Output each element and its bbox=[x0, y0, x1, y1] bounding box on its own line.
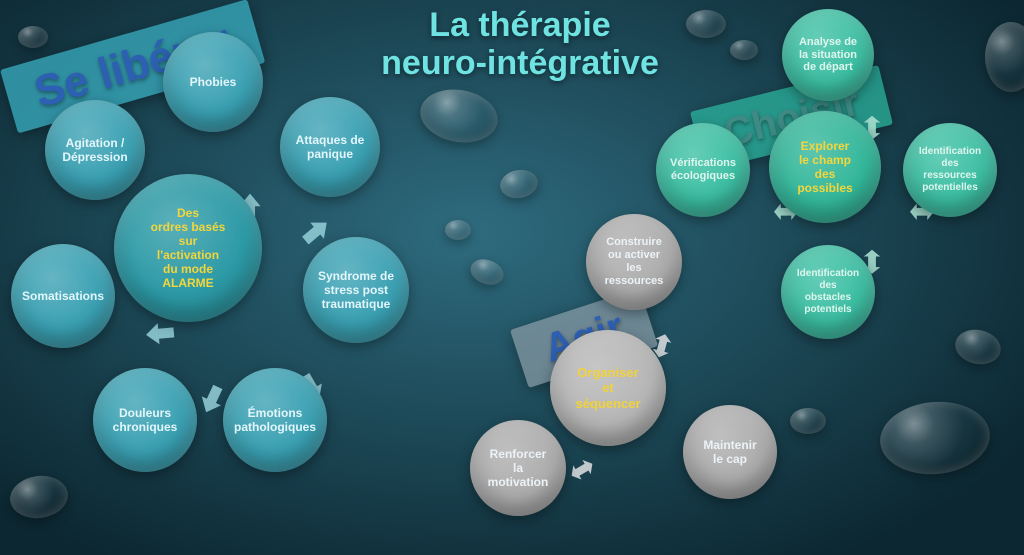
water-droplet bbox=[498, 167, 540, 201]
bubble-label: Douleurs chroniques bbox=[107, 406, 184, 434]
bubble-label: Construire ou activer les ressources bbox=[599, 236, 670, 288]
liberer-arrow bbox=[145, 320, 175, 348]
water-droplet bbox=[877, 397, 993, 478]
water-droplet bbox=[445, 220, 471, 240]
bubble-label: Phobies bbox=[184, 75, 243, 89]
bubble-liberer-center: Des ordres basés sur l'activation du mod… bbox=[114, 174, 262, 322]
bubble-label: Maintenir le cap bbox=[697, 438, 762, 466]
bubble-renforcer: Renforcer la motivation bbox=[470, 420, 566, 516]
bubble-label: Attaques de panique bbox=[290, 133, 371, 161]
agir-arrow bbox=[566, 455, 598, 486]
bubble-label: Somatisations bbox=[16, 289, 110, 303]
bubble-label: Émotions pathologiques bbox=[228, 406, 322, 434]
water-droplet bbox=[467, 255, 507, 289]
main-title: La thérapie neuro-intégrative bbox=[330, 6, 710, 82]
bubble-label: Renforcer la motivation bbox=[482, 447, 555, 489]
bubble-construire: Construire ou activer les ressources bbox=[586, 214, 682, 310]
bubble-agitation: Agitation / Dépression bbox=[45, 100, 145, 200]
bubble-agir-center: Organiser et séquencer bbox=[550, 330, 666, 446]
water-droplet bbox=[416, 84, 502, 149]
bubble-somatisations: Somatisations bbox=[11, 244, 115, 348]
water-droplet bbox=[790, 408, 826, 434]
water-droplet bbox=[7, 472, 70, 522]
bubble-label: Analyse de la situation de départ bbox=[793, 36, 863, 75]
bubble-analyse: Analyse de la situation de départ bbox=[782, 9, 874, 101]
bubble-emotions: Émotions pathologiques bbox=[223, 368, 327, 472]
bubble-choisir-center: Explorer le champ des possibles bbox=[769, 111, 881, 223]
bubble-identif-res: Identification des ressources potentiell… bbox=[903, 123, 997, 217]
bubble-stress: Syndrome de stress post traumatique bbox=[303, 237, 409, 343]
bubble-identif-obs: Identification des obstacles potentiels bbox=[781, 245, 875, 339]
diagram-stage: La thérapie neuro-intégrativeSe libérerC… bbox=[0, 0, 1024, 555]
bubble-label: Des ordres basés sur l'activation du mod… bbox=[145, 206, 232, 291]
water-droplet bbox=[985, 22, 1024, 92]
water-droplet bbox=[18, 26, 48, 48]
bubble-label: Agitation / Dépression bbox=[56, 136, 133, 164]
bubble-label: Syndrome de stress post traumatique bbox=[312, 269, 400, 311]
water-droplet bbox=[952, 326, 1004, 369]
bubble-maintenir: Maintenir le cap bbox=[683, 405, 777, 499]
bubble-label: Identification des obstacles potentiels bbox=[791, 268, 865, 315]
bubble-attaques: Attaques de panique bbox=[280, 97, 380, 197]
bubble-label: Explorer le champ des possibles bbox=[791, 139, 858, 196]
water-droplet bbox=[730, 40, 758, 60]
bubble-label: Identification des ressources potentiell… bbox=[913, 146, 987, 193]
bubble-douleurs: Douleurs chroniques bbox=[93, 368, 197, 472]
bubble-label: Vérifications écologiques bbox=[664, 157, 742, 183]
bubble-label: Organiser et séquencer bbox=[569, 365, 646, 411]
bubble-verifications: Vérifications écologiques bbox=[656, 123, 750, 217]
bubble-phobies: Phobies bbox=[163, 32, 263, 132]
